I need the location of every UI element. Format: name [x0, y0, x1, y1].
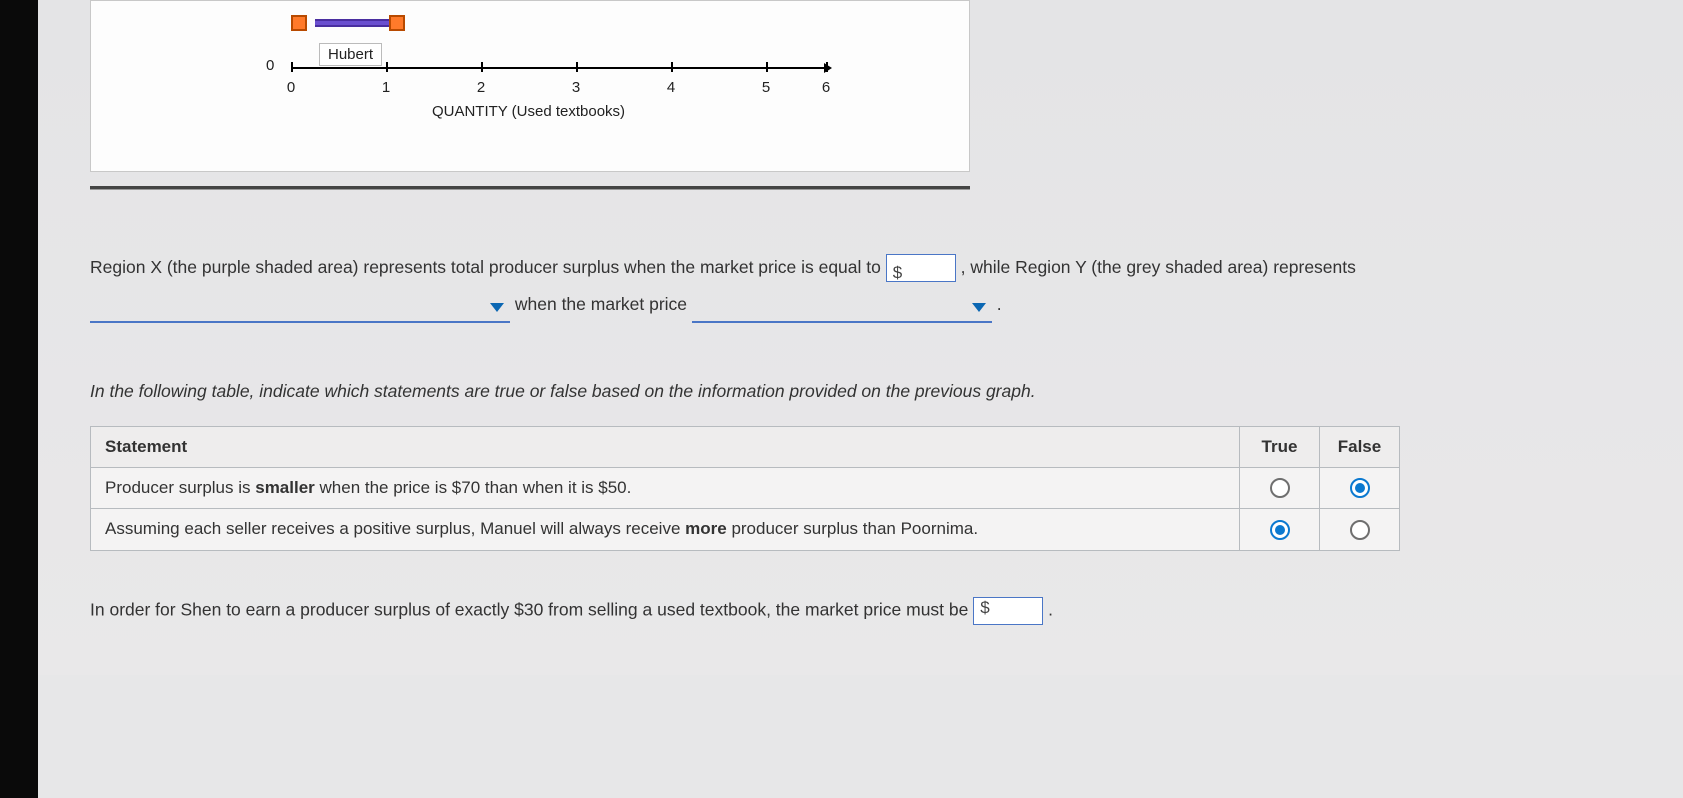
final-suffix: . — [1048, 599, 1053, 619]
x-axis-line — [291, 67, 826, 69]
x-tick-label: 0 — [287, 79, 295, 96]
false-cell — [1320, 509, 1400, 551]
table-header-row: Statement True False — [91, 426, 1400, 467]
x-tick-label: 2 — [477, 79, 485, 96]
content-wrap: 00123456QUANTITY (Used textbooks)Hubert … — [60, 0, 1683, 645]
col-statement: Statement — [91, 426, 1240, 467]
table-row: Producer surplus is smaller when the pri… — [91, 467, 1400, 509]
true-cell — [1240, 467, 1320, 509]
chevron-down-icon — [490, 303, 504, 312]
table-instructions: In the following table, indicate which s… — [90, 381, 1643, 402]
sentence-seg-4: . — [997, 294, 1002, 314]
x-tick-label: 5 — [762, 79, 770, 96]
chart-container: 00 1 2 3 4 5 6 QUANTITY (Used textbooks) Hubert — [90, 0, 970, 172]
drag-handle-square[interactable] — [291, 15, 307, 31]
y-zero-label: 0 — [266, 57, 274, 74]
x-tick — [576, 62, 578, 72]
radio-false[interactable] — [1350, 478, 1370, 498]
dropdown-represents[interactable] — [90, 297, 510, 323]
x-tick-label: 3 — [572, 79, 580, 96]
radio-true[interactable] — [1270, 520, 1290, 540]
drag-handle-square[interactable] — [389, 15, 405, 31]
x-tick — [386, 62, 388, 72]
x-tick-label: 1 — [382, 79, 390, 96]
drag-bar[interactable] — [315, 19, 397, 27]
x-tick — [766, 62, 768, 72]
dollar-sign-icon: $ — [980, 598, 989, 617]
left-dark-bar — [0, 0, 38, 798]
radio-false[interactable] — [1350, 520, 1370, 540]
chart-area: 00 1 2 3 4 5 6 QUANTITY (Used textbooks) Hubert — [91, 1, 969, 141]
col-true: True — [1240, 426, 1320, 467]
statement-cell: Assuming each seller receives a positive… — [91, 509, 1240, 551]
false-cell — [1320, 467, 1400, 509]
price-input-shen[interactable]: $ — [973, 597, 1043, 625]
sentence-seg-3: when the market price — [515, 294, 692, 314]
x-axis-title: QUANTITY (Used textbooks) — [432, 103, 625, 120]
table-row: Assuming each seller receives a positive… — [91, 509, 1400, 551]
final-text: In order for Shen to earn a producer sur… — [90, 599, 973, 619]
true-cell — [1240, 509, 1320, 551]
point-label-hubert: Hubert — [319, 43, 382, 66]
x-tick — [671, 62, 673, 72]
divider-line — [90, 186, 970, 189]
statement-cell: Producer surplus is smaller when the pri… — [91, 467, 1240, 509]
sentence-seg-2: , while Region Y (the grey shaded area) … — [961, 257, 1356, 277]
x-tick-label: 4 — [667, 79, 675, 96]
true-false-table: Statement True False Producer surplus is… — [90, 426, 1400, 551]
final-sentence: In order for Shen to earn a producer sur… — [90, 597, 1643, 625]
x-tick-label: 6 — [822, 79, 830, 96]
fill-in-sentence: Region X (the purple shaded area) repres… — [90, 249, 1643, 323]
x-tick — [826, 62, 828, 72]
dollar-sign-icon: $ — [893, 263, 902, 282]
page: 00123456QUANTITY (Used textbooks)Hubert … — [0, 0, 1683, 675]
chevron-down-icon — [972, 303, 986, 312]
x-tick — [481, 62, 483, 72]
dropdown-market-price[interactable] — [692, 297, 992, 323]
x-tick — [291, 62, 293, 72]
col-false: False — [1320, 426, 1400, 467]
radio-true[interactable] — [1270, 478, 1290, 498]
sentence-seg-1: Region X (the purple shaded area) repres… — [90, 257, 886, 277]
price-input-x[interactable]: $ — [886, 254, 956, 282]
